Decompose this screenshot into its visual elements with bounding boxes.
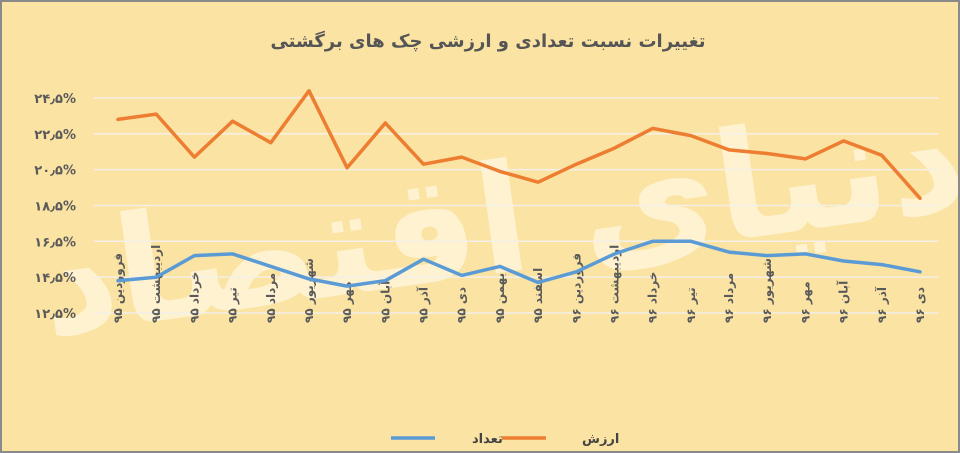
y-tick-label: ۱۶٫۵% bbox=[34, 235, 76, 250]
x-tick-label: خرداد ۹۶ bbox=[646, 272, 660, 323]
x-tick-label: دی ۹۵ bbox=[455, 287, 469, 323]
y-tick-label: ۲۲٫۵% bbox=[34, 128, 76, 143]
x-tick-label: بهمن ۹۵ bbox=[493, 273, 507, 323]
y-tick-label: ۲۰٫۵% bbox=[34, 164, 76, 179]
x-tick-label: آذر ۹۶ bbox=[874, 286, 889, 323]
series-line-1 bbox=[116, 89, 922, 201]
watermark-text: دنیای اقتصاد bbox=[28, 70, 958, 372]
x-tick-label: مرداد ۹۶ bbox=[722, 273, 736, 323]
x-tick-label: مرداد ۹۵ bbox=[264, 273, 278, 323]
y-tick-label: ۲۴٫۵% bbox=[34, 92, 76, 107]
x-tick-label: اردیبهشت ۹۶ bbox=[607, 245, 621, 323]
y-tick-label: ۱۲٫۵% bbox=[34, 307, 76, 322]
y-tick-label: ۱۴٫۵% bbox=[34, 271, 76, 286]
watermark: دنیای اقتصاد bbox=[28, 70, 958, 372]
x-tick-label: آبان ۹۶ bbox=[836, 280, 851, 323]
x-tick-label: تیر ۹۶ bbox=[684, 287, 698, 323]
series-line-0 bbox=[116, 239, 922, 288]
x-tick-label: دی ۹۶ bbox=[913, 287, 927, 323]
x-tick-label: مهر ۹۶ bbox=[798, 281, 812, 323]
x-tick-label: شهریور ۹۵ bbox=[302, 258, 317, 323]
legend-label: تعداد bbox=[472, 432, 503, 447]
y-axis-ticks: ۱۲٫۵% ۱۴٫۵% ۱۶٫۵% ۱۸٫۵% ۲۰٫۵% ۲۲٫۵% ۲۴٫۵% bbox=[34, 92, 76, 322]
x-tick-label: فروردین ۹۵ bbox=[111, 253, 126, 323]
x-tick-label: خرداد ۹۵ bbox=[187, 272, 201, 323]
x-tick-label: آبان ۹۵ bbox=[377, 280, 392, 323]
series-lines bbox=[116, 89, 922, 288]
x-tick-label: اردیبهشت ۹۵ bbox=[149, 245, 163, 323]
gridlines bbox=[94, 97, 938, 314]
x-tick-label: تیر ۹۵ bbox=[226, 287, 240, 323]
chart-title: تغییرات نسبت تعدادی و ارزشی چک های برگشت… bbox=[270, 30, 705, 52]
x-tick-label: آذر ۹۵ bbox=[416, 286, 431, 323]
x-tick-label: فروردین ۹۶ bbox=[569, 253, 584, 323]
y-tick-label: ۱۸٫۵% bbox=[34, 199, 76, 214]
x-tick-label: اسفند ۹۵ bbox=[531, 268, 545, 323]
legend-label: ارزش bbox=[582, 432, 619, 447]
x-tick-label: مهر ۹۵ bbox=[340, 281, 354, 323]
x-tick-label: شهریور ۹۶ bbox=[760, 258, 775, 323]
legend: تعداد ارزش bbox=[391, 432, 619, 447]
